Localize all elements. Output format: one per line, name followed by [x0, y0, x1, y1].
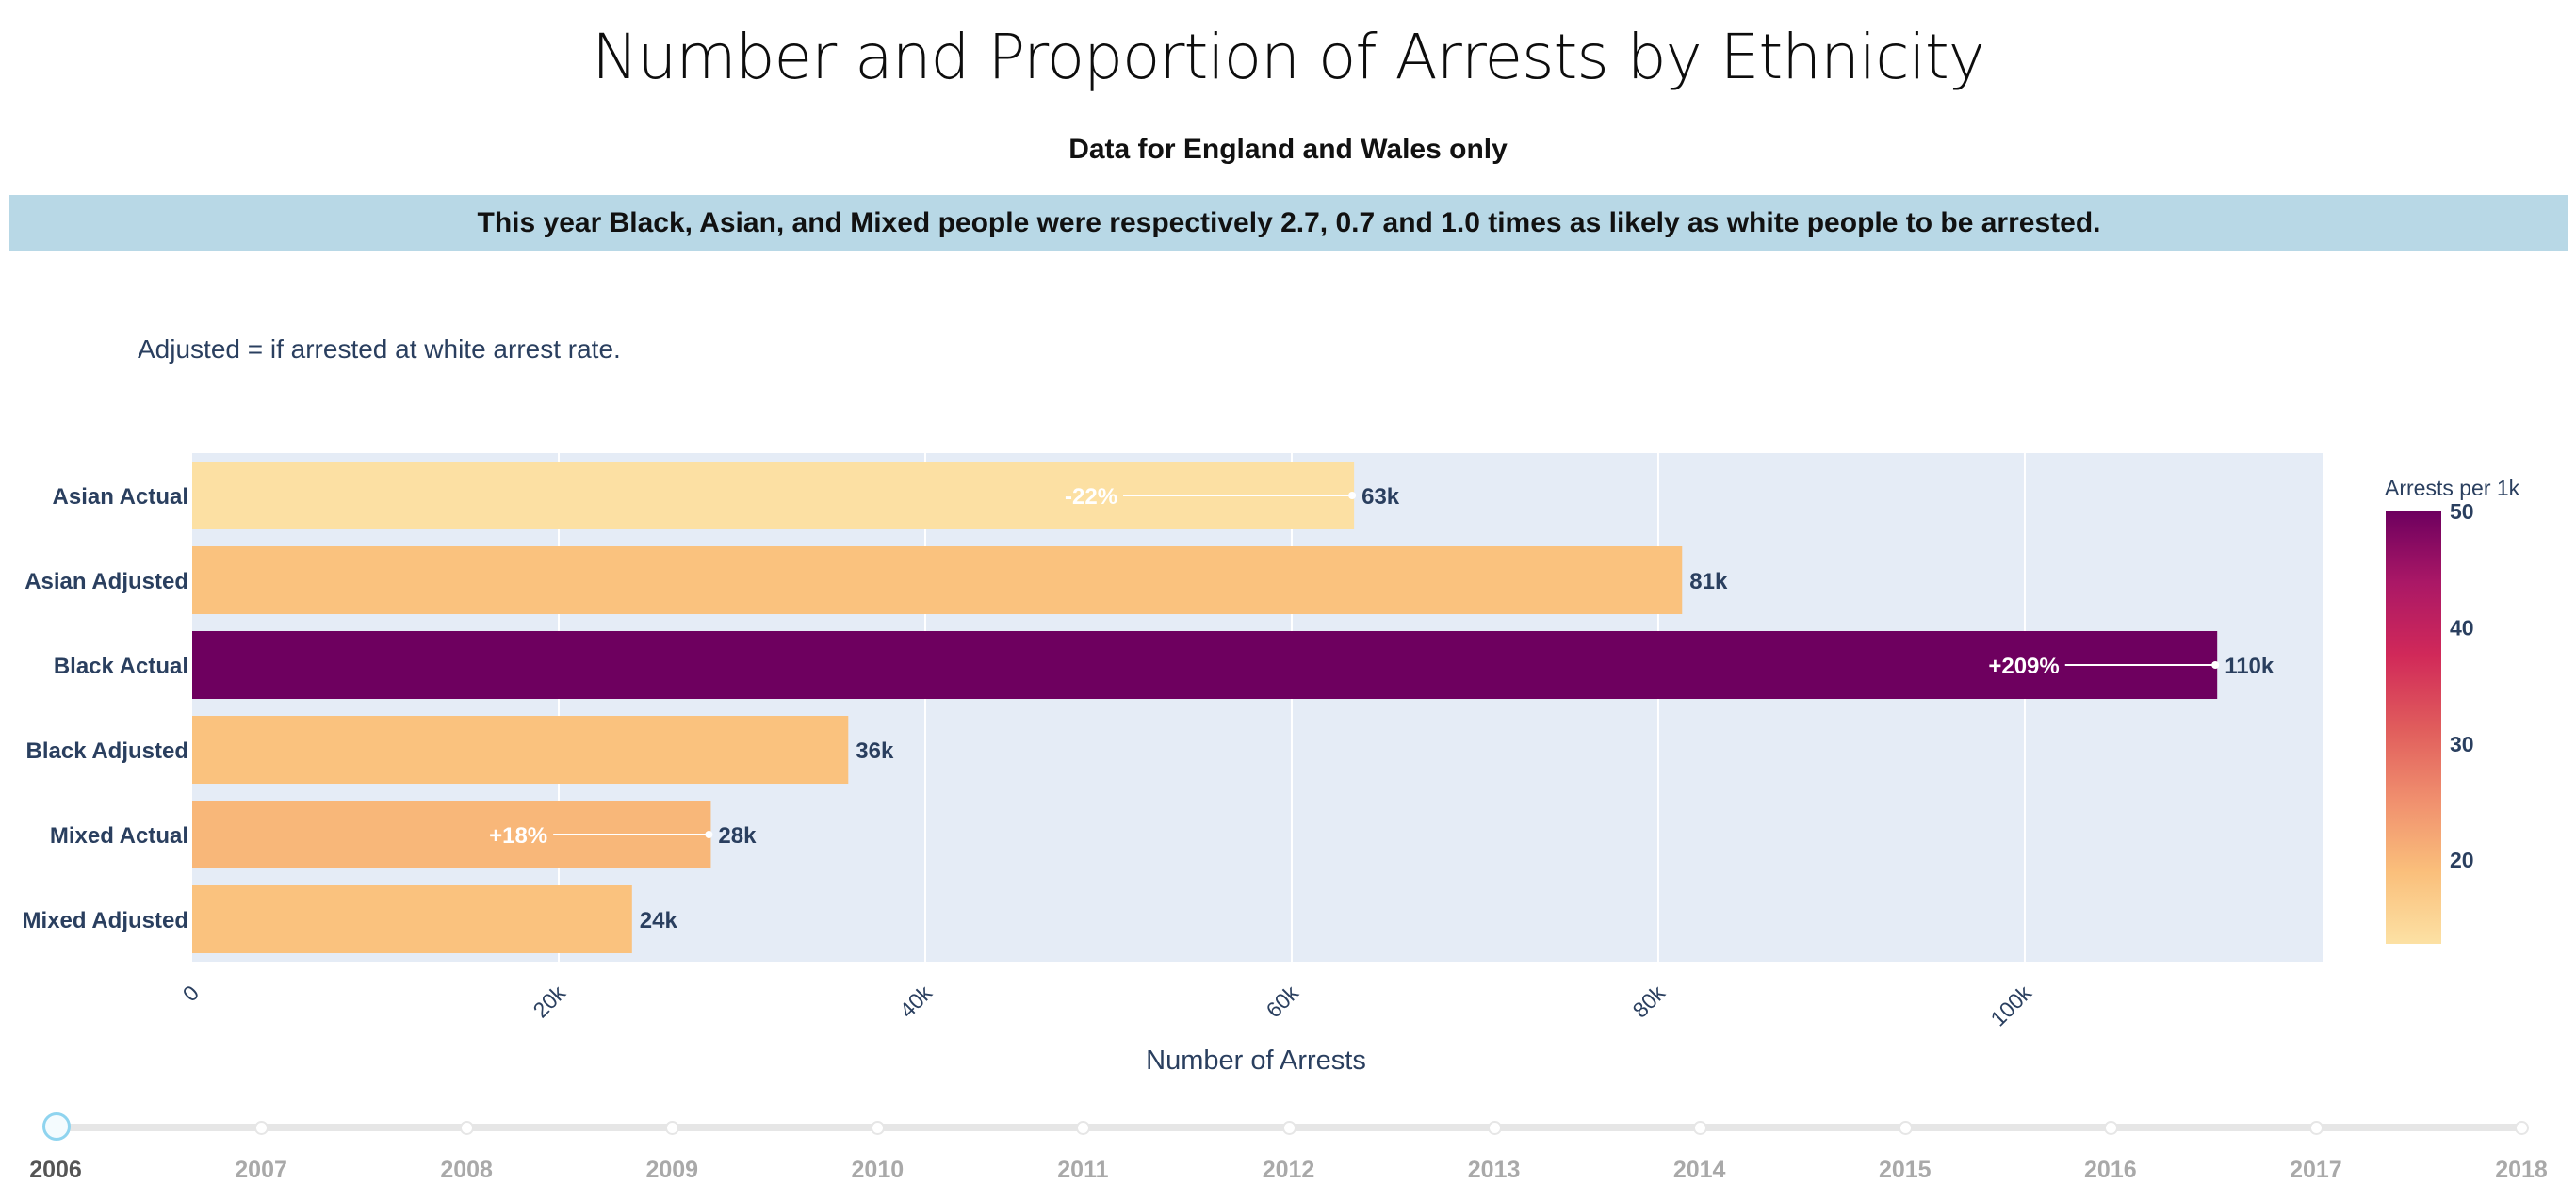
difference-arrow-head [1348, 492, 1357, 499]
chart-title: Number and Proportion of Arrests by Ethn… [592, 21, 1985, 93]
bar-value-label: 24k [640, 908, 678, 933]
difference-label: +18% [489, 823, 547, 849]
bar-value-label: 63k [1361, 484, 1400, 510]
difference-arrow-head [705, 831, 713, 838]
difference-arrow-head [2211, 661, 2220, 669]
slider-step[interactable] [2308, 1121, 2323, 1135]
y-tick-label: Black Actual [54, 654, 188, 679]
slider-year-label[interactable]: 2009 [645, 1157, 699, 1183]
slider-step[interactable] [665, 1121, 680, 1135]
slider-handle[interactable] [42, 1112, 71, 1141]
y-tick-label: Mixed Adjusted [23, 908, 188, 933]
y-tick-label: Mixed Actual [50, 823, 188, 849]
colorbar-tick-label: 20 [2450, 848, 2474, 872]
slider-step[interactable] [1281, 1121, 1296, 1135]
slider-year-label[interactable]: 2014 [1672, 1157, 1726, 1183]
slider-step[interactable] [2515, 1121, 2529, 1135]
difference-label: +209% [1988, 654, 2059, 679]
bar[interactable] [192, 885, 632, 953]
y-tick-label: Asian Actual [53, 484, 188, 510]
x-tick-label: 20k [529, 981, 571, 1023]
bar[interactable] [192, 546, 1683, 614]
chart-subtitle: Data for England and Wales only [1068, 134, 1508, 165]
slider-year-label[interactable]: 2008 [440, 1157, 493, 1183]
slider-year-label[interactable]: 2010 [851, 1157, 905, 1183]
colorbar-tick-label: 50 [2450, 499, 2474, 524]
slider-step[interactable] [1076, 1121, 1091, 1135]
difference-label: -22% [1065, 484, 1117, 510]
slider-year-label[interactable]: 2007 [235, 1157, 287, 1183]
x-tick-label: 60k [1261, 981, 1303, 1023]
slider-year-label[interactable]: 2013 [1467, 1157, 1521, 1183]
colorbar: Arrests per 1k 20 30 40 50 [2385, 476, 2520, 944]
bar[interactable] [192, 631, 2218, 699]
plot-background [192, 453, 2323, 962]
colorbar-gradient [2386, 511, 2441, 944]
slider-year-label[interactable]: 2018 [2495, 1157, 2548, 1183]
slider-year-label[interactable]: 2012 [1262, 1157, 1315, 1183]
adjusted-note: Adjusted = if arrested at white arrest r… [138, 334, 621, 364]
slider-year-label[interactable]: 2011 [1057, 1157, 1109, 1183]
slider-year-label[interactable]: 2017 [2290, 1157, 2342, 1183]
x-tick-label: 100k [1985, 981, 2036, 1031]
slider-year-label[interactable]: 2015 [1878, 1157, 1932, 1183]
slider-year-label[interactable]: 2006 [29, 1157, 82, 1183]
slider-step[interactable] [254, 1121, 269, 1135]
x-tick-label: 0 [178, 981, 204, 1006]
bar-value-label: 81k [1689, 569, 1728, 594]
colorbar-title: Arrests per 1k [2385, 476, 2520, 500]
colorbar-tick-label: 40 [2450, 615, 2474, 640]
bar-value-label: 36k [856, 738, 894, 764]
colorbar-tick-label: 30 [2450, 732, 2474, 756]
x-axis-title: Number of Arrests [1146, 1046, 1366, 1076]
bar-value-label: 28k [718, 823, 757, 849]
year-slider[interactable]: 2006 2007 2008 2009 2010 2011 2012 2013 2014 2015… [0, 1102, 2576, 1196]
slider-step[interactable] [460, 1121, 475, 1135]
slider-step[interactable] [871, 1121, 886, 1135]
y-tick-label: Asian Adjusted [24, 569, 188, 594]
slider-step[interactable] [2103, 1121, 2118, 1135]
slider-step[interactable] [1898, 1121, 1913, 1135]
slider-step[interactable] [1487, 1121, 1502, 1135]
x-tick-label: 80k [1627, 981, 1670, 1023]
slider-year-label[interactable]: 2016 [2084, 1157, 2137, 1183]
likelihood-banner: This year Black, Asian, and Mixed people… [9, 195, 2568, 251]
bar-chart: 63k -22% 81k 110k +209% 36k 28k +18% 24k Asian A… [23, 453, 2520, 1031]
bar-value-label: 110k [2225, 654, 2274, 679]
slider-step[interactable] [1692, 1121, 1707, 1135]
x-tick-label: 40k [894, 981, 937, 1023]
bar[interactable] [192, 716, 849, 784]
y-tick-label: Black Adjusted [26, 738, 189, 764]
